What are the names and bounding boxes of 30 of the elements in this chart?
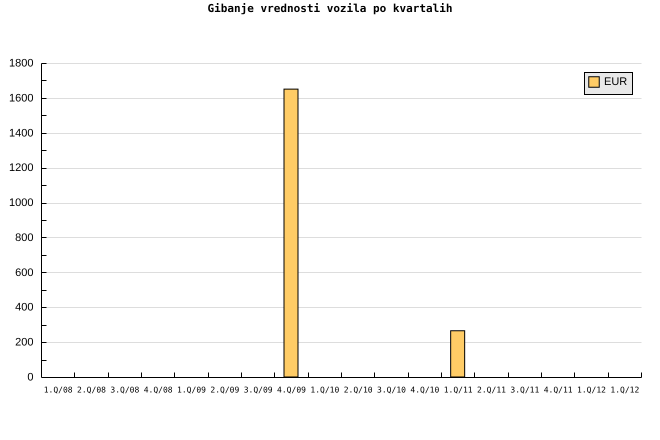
y-tick-label: 1600 <box>9 92 34 104</box>
x-tick-label: 3.Q/08 <box>110 386 140 394</box>
y-tick-label: 600 <box>15 266 34 279</box>
y-tick-label: 1400 <box>9 127 34 140</box>
y-tick-label: 1000 <box>9 197 34 210</box>
x-tick-label: 1.Q/11 <box>444 386 473 394</box>
x-tick-label: 1.Q/10 <box>310 386 340 394</box>
y-tick-label: 800 <box>15 232 34 244</box>
x-tick-label: 1.Q/08 <box>44 386 73 394</box>
x-tick-label: 1.Q/09 <box>177 386 206 394</box>
x-tick-label: 2.Q/11 <box>477 386 506 394</box>
x-tick-label: 3.Q/11 <box>510 386 540 394</box>
y-tick-label: 200 <box>15 336 34 349</box>
x-tick-label: 2.Q/08 <box>77 386 106 394</box>
legend-label: EUR <box>604 76 628 88</box>
x-tick-label: 3.Q/10 <box>377 386 406 394</box>
y-tick-label: 1800 <box>9 58 34 70</box>
x-tick-label: 1.Q/12 <box>610 386 640 394</box>
chart-title: Gibanje vrednosti vozila po kvartalih <box>207 2 453 15</box>
x-tick-label: 4.Q/11 <box>544 386 573 394</box>
x-tick-label: 4.Q/08 <box>144 386 173 394</box>
x-tick-label: 2.Q/09 <box>210 386 240 394</box>
x-tick-label: 2.Q/10 <box>344 386 373 394</box>
x-tick-label: 4.Q/10 <box>410 386 440 394</box>
x-tick-label: 3.Q/09 <box>244 386 273 394</box>
y-tick-label: 0 <box>27 372 34 384</box>
x-tick-label: 1.Q/12 <box>577 386 606 394</box>
x-tick-label: 4.Q/09 <box>277 386 306 394</box>
y-tick-label: 1200 <box>9 162 34 174</box>
y-tick-label: 400 <box>15 302 34 314</box>
